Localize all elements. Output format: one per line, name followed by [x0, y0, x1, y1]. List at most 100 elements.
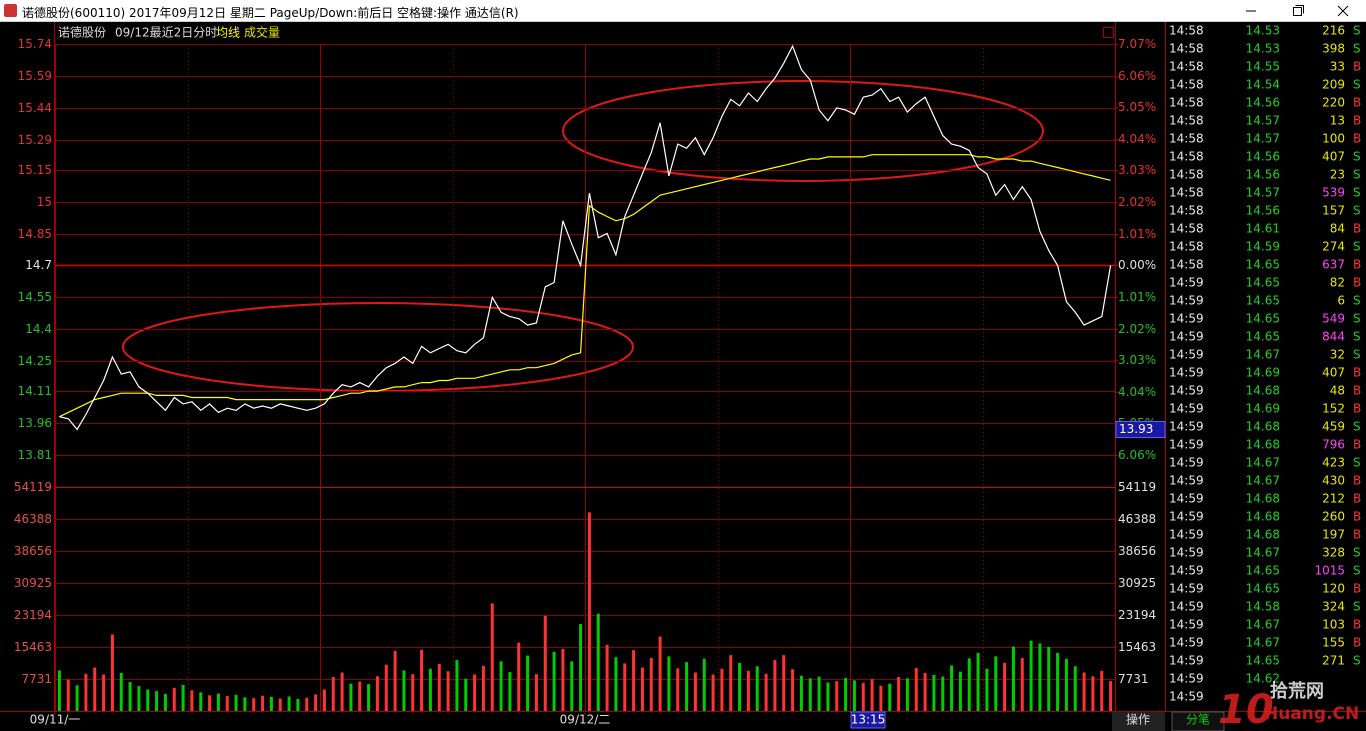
- volume-bar: [976, 653, 980, 711]
- trade-row: 14:59 14.67 423 S: [1169, 456, 1361, 470]
- trade-row: 14:59 14.65 6 S: [1169, 294, 1361, 308]
- volume-bar: [1056, 653, 1060, 711]
- y-tick-label: 15.74: [18, 37, 52, 51]
- trade-row: 14:58 14.53 398 S: [1169, 42, 1361, 56]
- volume-bar: [1064, 658, 1068, 711]
- volume-bar: [782, 655, 786, 711]
- y2-tick-label: 15463: [1118, 640, 1156, 654]
- volume-bar: [349, 683, 353, 711]
- chart-title: 诺德股份: [58, 25, 106, 40]
- trade-volume: 398: [1322, 42, 1345, 56]
- trade-volume: 549: [1322, 312, 1345, 326]
- volume-bar: [791, 669, 795, 711]
- trade-price: 14.57: [1246, 114, 1280, 128]
- trade-price: 14.54: [1246, 78, 1280, 92]
- trade-row: 14:59 14.58 324 S: [1169, 600, 1361, 614]
- trade-side: B: [1353, 618, 1361, 632]
- trade-volume: 32: [1330, 348, 1345, 362]
- trade-row: 14:59 14.68 48 B: [1169, 384, 1361, 398]
- volume-bar: [835, 681, 839, 711]
- volume-bar: [499, 661, 503, 711]
- restore-button[interactable]: [1274, 0, 1320, 22]
- trade-time: 14:59: [1169, 348, 1204, 362]
- volume-bar: [269, 696, 273, 711]
- volume-bar: [437, 663, 441, 711]
- volume-bar: [746, 670, 750, 711]
- trade-volume: 212: [1322, 492, 1345, 506]
- trade-price: 14.55: [1246, 60, 1280, 74]
- volume-bar: [693, 672, 697, 711]
- trade-time: 14:59: [1169, 276, 1204, 290]
- tab[interactable]: 分笔: [1186, 712, 1210, 727]
- y2-tick-label: 38656: [1118, 544, 1156, 558]
- trade-side: S: [1353, 546, 1361, 560]
- trade-row: 14:58 14.61 84 B: [1169, 222, 1361, 236]
- trade-volume: 274: [1322, 240, 1345, 254]
- trade-time: 14:59: [1169, 600, 1204, 614]
- volume-bar: [384, 664, 388, 711]
- minimize-button[interactable]: [1228, 0, 1274, 22]
- volume-bar: [1109, 681, 1113, 711]
- x-tick-label: 09/11/一: [30, 713, 81, 727]
- tab[interactable]: 操作: [1126, 712, 1150, 727]
- volume-bar: [446, 671, 450, 711]
- trade-time: 14:59: [1169, 312, 1204, 326]
- volume-bar: [658, 636, 662, 711]
- trade-side: S: [1353, 42, 1361, 56]
- volume-bar: [738, 662, 742, 711]
- trade-side: B: [1353, 276, 1361, 290]
- y2-tick-label: 7.07%: [1118, 37, 1156, 51]
- volume-bar: [358, 681, 362, 711]
- volume-bar: [897, 677, 901, 711]
- volume-bar: [720, 668, 724, 711]
- trade-time: 14:58: [1169, 60, 1204, 74]
- trade-time: 14:59: [1169, 636, 1204, 650]
- trade-price: 14.65: [1246, 294, 1280, 308]
- y-tick-label: 54119: [14, 480, 52, 494]
- trade-time: 14:59: [1169, 492, 1204, 506]
- trade-side: S: [1353, 24, 1361, 38]
- volume-bar: [914, 667, 918, 711]
- volume-bar: [923, 672, 927, 711]
- trade-volume: 324: [1322, 600, 1345, 614]
- trade-side: S: [1353, 312, 1361, 326]
- cursor-price-box: [1115, 420, 1166, 438]
- trade-row: 14:58 14.57 539 S: [1169, 186, 1361, 200]
- y2-tick-label: 46388: [1118, 512, 1156, 526]
- trade-price: 14.65: [1246, 312, 1280, 326]
- trade-time: 14:59: [1169, 564, 1204, 578]
- trade-row: 14:58 14.57 100 B: [1169, 132, 1361, 146]
- trade-volume: 407: [1322, 366, 1345, 380]
- trade-time: 14:58: [1169, 96, 1204, 110]
- volume-bar: [490, 603, 494, 711]
- average-line: [59, 154, 1111, 418]
- volume-bar: [941, 676, 945, 711]
- trade-volume: 216: [1322, 24, 1345, 38]
- trade-list: 14:58 14.53 216 S 14:58 14.53 398 S 14:58 14.55 33…: [1169, 24, 1361, 704]
- y2-tick-label: 1.01%: [1118, 227, 1156, 241]
- volume-bar: [667, 656, 671, 711]
- volume-bar: [473, 674, 477, 711]
- volume-bar: [296, 698, 300, 711]
- trade-time: 14:59: [1169, 474, 1204, 488]
- panel-icon[interactable]: [1103, 27, 1114, 38]
- volume-bar: [649, 658, 653, 711]
- trade-side: S: [1353, 600, 1361, 614]
- volume-bar: [844, 677, 848, 711]
- y-tick-label: 15: [37, 195, 52, 209]
- volume-bar: [561, 648, 565, 711]
- volume-bar: [552, 651, 556, 711]
- volume-bar: [773, 660, 777, 711]
- trade-volume: 796: [1322, 438, 1345, 452]
- y-tick-label: 14.85: [18, 227, 52, 241]
- trade-row: 14:59 14.65 1015 S: [1169, 564, 1361, 578]
- trade-row: 14:59 14.67 328 S: [1169, 546, 1361, 560]
- y-tick-label: 30925: [14, 576, 52, 590]
- close-button[interactable]: [1320, 0, 1366, 22]
- volume-bar: [119, 672, 123, 711]
- y2-tick-label: 54119: [1118, 480, 1156, 494]
- y2-tick-label: 2.02%: [1118, 195, 1156, 209]
- trade-side: B: [1353, 366, 1361, 380]
- volume-bar: [526, 655, 530, 711]
- legend-entry: 均线: [216, 26, 240, 40]
